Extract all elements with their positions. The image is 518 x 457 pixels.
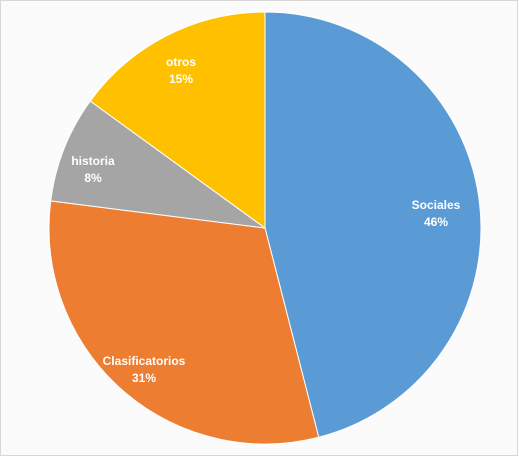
slice-name-label: Clasificatorios (103, 354, 186, 368)
pie-slice-historia (50, 100, 266, 229)
slice-percent-label: 8% (84, 171, 102, 185)
slice-name-label: historia (71, 154, 115, 168)
data-label-sociales: Sociales 46% (412, 198, 461, 229)
slice-percent-label: 15% (169, 72, 193, 86)
pie-slice-sociales (264, 11, 482, 438)
slice-percent-label: 46% (424, 215, 448, 229)
data-label-clasificatorios: Clasificatorios 31% (103, 354, 186, 385)
pie-slice-otros (89, 11, 266, 229)
data-label-otros: otros 15% (166, 55, 196, 86)
pie-slice-clasificatorios (48, 200, 320, 445)
data-label-historia: historia 8% (71, 154, 115, 185)
slice-percent-label: 31% (132, 371, 156, 385)
slice-name-label: otros (166, 55, 196, 69)
slice-name-label: Sociales (412, 198, 461, 212)
